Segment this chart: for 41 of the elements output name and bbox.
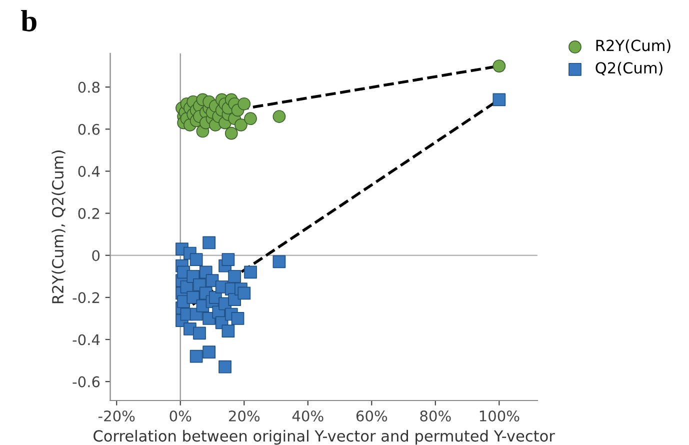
point <box>224 126 238 140</box>
y-tick-label: 0.6 <box>78 124 100 135</box>
y-tick-label: -0.6 <box>72 376 100 388</box>
y-tick-label: -0.4 <box>72 334 100 346</box>
point <box>190 350 203 363</box>
y-axis-title: R2Y(Cum), Q2(Cum) <box>52 150 66 304</box>
y-tick-label: 0.8 <box>78 82 100 93</box>
point <box>222 324 235 338</box>
point <box>231 312 244 325</box>
point <box>190 253 203 266</box>
point <box>234 118 248 132</box>
chart-title: b <box>21 10 36 32</box>
point <box>238 97 251 110</box>
y-tick-label: 0.4 <box>78 166 100 177</box>
legend-label: R2Y(Cum) <box>596 39 670 54</box>
x-tick-label: 80% <box>420 410 451 422</box>
x-tick-label: 40% <box>292 410 324 422</box>
point <box>202 346 216 359</box>
x-tick-label: -20% <box>98 410 135 422</box>
x-axis-title: Correlation between original Y-vector and permuted Y-vector <box>94 430 555 445</box>
point <box>272 110 286 123</box>
point <box>272 255 286 268</box>
point <box>218 360 232 374</box>
point <box>193 326 206 340</box>
x-tick-label: 100% <box>480 410 520 422</box>
point <box>228 270 241 283</box>
point <box>186 290 200 304</box>
x-tick-label: 60% <box>356 410 388 422</box>
point <box>244 112 257 126</box>
y-tick-label: -0.2 <box>72 292 100 304</box>
legend-label: Q2(Cum) <box>596 62 662 76</box>
point <box>238 286 251 300</box>
y-tick-label: 0 <box>92 250 100 262</box>
point <box>492 93 506 106</box>
y-tick-label: 0.2 <box>78 208 100 220</box>
x-tick-label: 20% <box>228 410 260 422</box>
point <box>202 236 216 250</box>
point <box>492 60 506 72</box>
point <box>244 266 257 279</box>
point <box>222 253 235 266</box>
x-tick-label: 0% <box>170 410 192 422</box>
